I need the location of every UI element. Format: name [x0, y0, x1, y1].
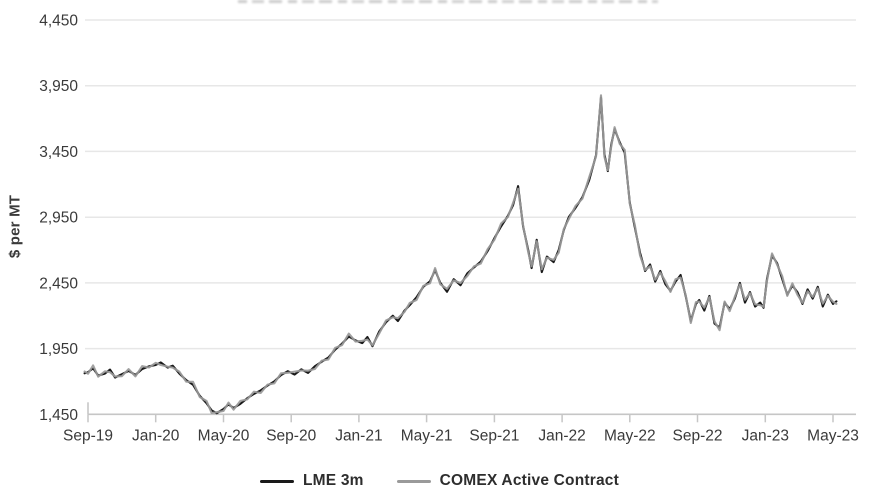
comex-line-swatch	[396, 479, 431, 483]
cropped-title-remnant	[238, 0, 658, 3]
y-tick-label: 3,450	[39, 144, 78, 161]
x-tick-label: May-21	[401, 427, 453, 444]
x-tick-label: Jan-20	[132, 427, 180, 444]
y-tick-label: 2,450	[39, 275, 78, 292]
x-tick-label: Jan-23	[742, 427, 789, 444]
lme-legend-label: LME 3m	[303, 472, 364, 489]
y-tick-label: 1,950	[39, 341, 78, 358]
y-tick-label: 2,950	[39, 210, 78, 227]
x-tick-label: Sep-19	[63, 427, 113, 444]
x-tick-label: Jan-21	[335, 427, 382, 444]
x-tick-label: Sep-20	[266, 427, 316, 444]
x-tick-label: Sep-22	[673, 427, 723, 444]
y-tick-label: 3,950	[39, 78, 78, 95]
legend: LME 3m COMEX Active Contract	[0, 472, 879, 490]
y-tick-label: 4,450	[39, 13, 78, 30]
comex-active-contract-line	[83, 94, 838, 415]
y-axis-title: $ per MT	[6, 194, 24, 259]
y-tick-label: 1,450	[39, 407, 78, 424]
x-tick-label: Jan-22	[538, 427, 585, 444]
x-tick-label: May-23	[807, 427, 859, 444]
lme-line-swatch	[260, 479, 295, 483]
comex-legend-label: COMEX Active Contract	[439, 472, 619, 489]
x-tick-label: May-22	[604, 427, 656, 444]
x-tick-label: Sep-21	[469, 427, 519, 444]
legend-item-lme: LME 3m	[260, 472, 364, 490]
x-tick-label: May-20	[198, 427, 250, 444]
legend-item-comex: COMEX Active Contract	[396, 472, 619, 490]
lme-3m-line	[83, 96, 838, 415]
